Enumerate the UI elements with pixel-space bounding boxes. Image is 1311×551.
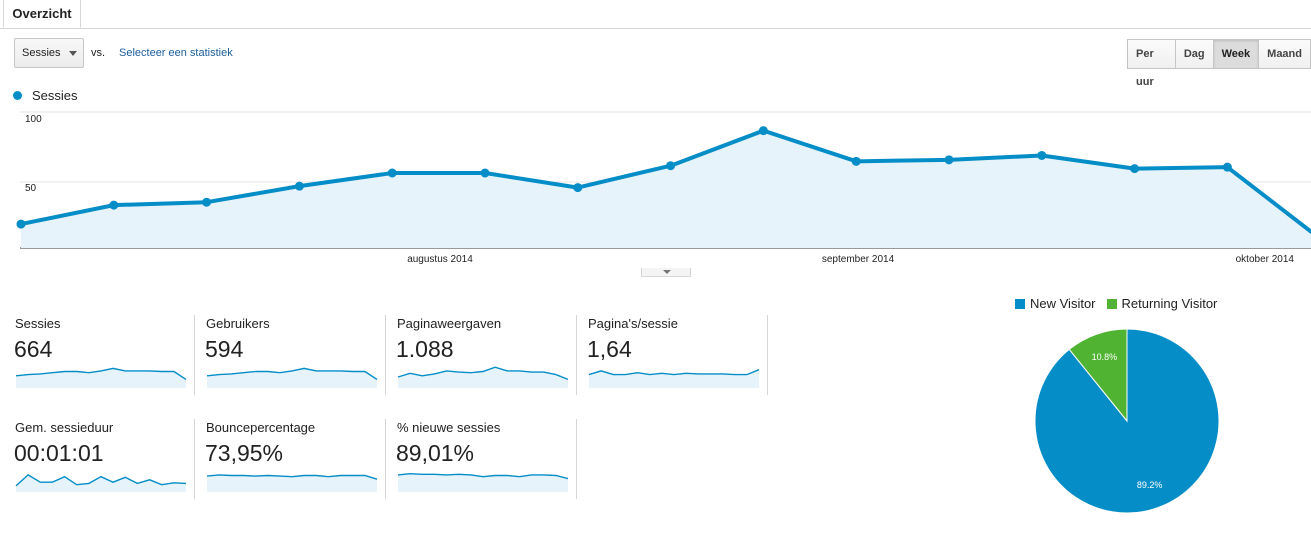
metric-label: Gem. sessieduur xyxy=(15,420,114,435)
metric-label: Sessies xyxy=(15,316,61,331)
pie-slice-returning-visitor[interactable] xyxy=(1068,329,1128,423)
sparkline xyxy=(206,474,378,492)
visitor-type-pie: 89.2% 10.8% xyxy=(1034,329,1220,514)
metric-value: 1,64 xyxy=(587,336,632,362)
chevron-down-icon xyxy=(663,270,671,274)
data-point[interactable] xyxy=(1222,162,1232,172)
metric-card[interactable]: Gem. sessieduur 00:01:01 xyxy=(14,419,195,499)
data-point[interactable] xyxy=(1037,150,1047,160)
pie-data-label: 89.2% xyxy=(1137,480,1163,490)
sparkline-area xyxy=(207,368,377,388)
metric-card[interactable]: % nieuwe sessies 89,01% xyxy=(396,419,577,499)
sparkline xyxy=(15,367,187,388)
chevron-down-icon xyxy=(69,51,77,56)
sparkline-area xyxy=(16,474,186,492)
sparkline xyxy=(15,474,187,492)
y-tick-label: 50 xyxy=(25,183,37,194)
sparkline-area xyxy=(398,473,568,492)
range-maand-button[interactable]: Maand xyxy=(1258,39,1311,69)
metric-card[interactable]: Gebruikers 594 xyxy=(205,315,386,395)
data-point[interactable] xyxy=(109,200,119,210)
data-point[interactable] xyxy=(480,168,490,178)
series-area xyxy=(21,130,1311,248)
data-point[interactable] xyxy=(851,156,861,166)
x-tick-label: augustus 2014 xyxy=(407,254,473,265)
sparkline-line xyxy=(206,474,378,480)
sparkline-line xyxy=(397,366,569,381)
sparkline xyxy=(588,369,760,388)
range-per-uur-button[interactable]: Per uur xyxy=(1127,39,1176,88)
data-point[interactable] xyxy=(573,183,583,193)
sparkline-line xyxy=(588,369,760,376)
vs-label: vs. xyxy=(91,47,106,59)
sparkline-line xyxy=(15,474,187,487)
data-point[interactable] xyxy=(294,181,304,191)
legend-series-name: Sessies xyxy=(32,88,78,103)
data-point[interactable] xyxy=(202,197,212,207)
pie-legend-label: Returning Visitor xyxy=(1121,296,1218,311)
data-point[interactable] xyxy=(387,168,397,178)
data-point[interactable] xyxy=(666,161,676,171)
metric-value: 89,01% xyxy=(396,440,475,466)
y-tick-label: 100 xyxy=(25,114,42,125)
metric-value: 594 xyxy=(205,336,244,362)
pie-data-label: 10.8% xyxy=(1092,352,1118,362)
sparkline-area xyxy=(207,474,377,492)
sparkline-area xyxy=(589,369,759,388)
metric-dropdown[interactable]: Sessies xyxy=(14,38,84,68)
metric-value: 73,95% xyxy=(205,440,284,466)
tab-bar: Overzicht xyxy=(0,0,1311,29)
sparkline xyxy=(397,472,569,492)
sparkline-line xyxy=(397,472,569,480)
pie-legend: New Visitor Returning Visitor xyxy=(1015,296,1228,311)
data-point[interactable] xyxy=(1130,164,1140,174)
x-tick-label: september 2014 xyxy=(822,254,895,265)
sparkline-area xyxy=(16,368,186,388)
pie-legend-item[interactable]: Returning Visitor xyxy=(1106,296,1218,311)
range-dag-button[interactable]: Dag xyxy=(1174,39,1214,69)
data-point[interactable] xyxy=(944,155,954,165)
collapse-chart-toggle[interactable] xyxy=(641,268,691,277)
compare-metric-link[interactable]: Selecteer een statistiek xyxy=(119,47,233,59)
pie-legend-item[interactable]: New Visitor xyxy=(1015,296,1096,311)
x-tick-label: oktober 2014 xyxy=(1236,254,1295,265)
metric-label: % nieuwe sessies xyxy=(397,420,501,435)
sparkline-line xyxy=(15,367,187,380)
new-visitor-swatch-icon xyxy=(1015,298,1025,309)
tab-overzicht[interactable]: Overzicht xyxy=(3,0,81,28)
data-point[interactable] xyxy=(758,126,768,136)
sparkline xyxy=(206,367,378,388)
metric-label: Paginaweergaven xyxy=(397,316,502,331)
series-dot-icon xyxy=(13,91,22,100)
sparkline-area xyxy=(398,367,568,388)
returning-visitor-swatch-icon xyxy=(1106,298,1117,309)
metric-card[interactable]: Pagina's/sessie 1,64 xyxy=(587,315,768,395)
metric-card[interactable]: Bouncepercentage 73,95% xyxy=(205,419,386,499)
metric-dropdown-label: Sessies xyxy=(22,47,61,59)
range-week-button[interactable]: Week xyxy=(1212,39,1260,69)
metric-label: Pagina's/sessie xyxy=(588,316,678,331)
time-range-selector: Per uur Dag Week Maand xyxy=(1127,39,1311,88)
sessions-chart: 100 50 augustus 2014 september 2014 oktober … xyxy=(16,111,1311,265)
metric-card[interactable]: Sessies 664 xyxy=(14,315,195,395)
metric-value: 664 xyxy=(14,336,53,362)
metric-label: Gebruikers xyxy=(206,316,270,331)
sparkline-line xyxy=(206,367,378,380)
sparkline xyxy=(397,366,569,388)
metric-value: 00:01:01 xyxy=(14,440,104,466)
data-point[interactable] xyxy=(16,219,26,229)
metric-label: Bouncepercentage xyxy=(206,420,316,435)
metric-card[interactable]: Paginaweergaven 1.088 xyxy=(396,315,577,395)
chart-legend: Sessies xyxy=(13,88,78,103)
pie-legend-label: New Visitor xyxy=(1030,296,1096,311)
metric-value: 1.088 xyxy=(396,336,454,362)
